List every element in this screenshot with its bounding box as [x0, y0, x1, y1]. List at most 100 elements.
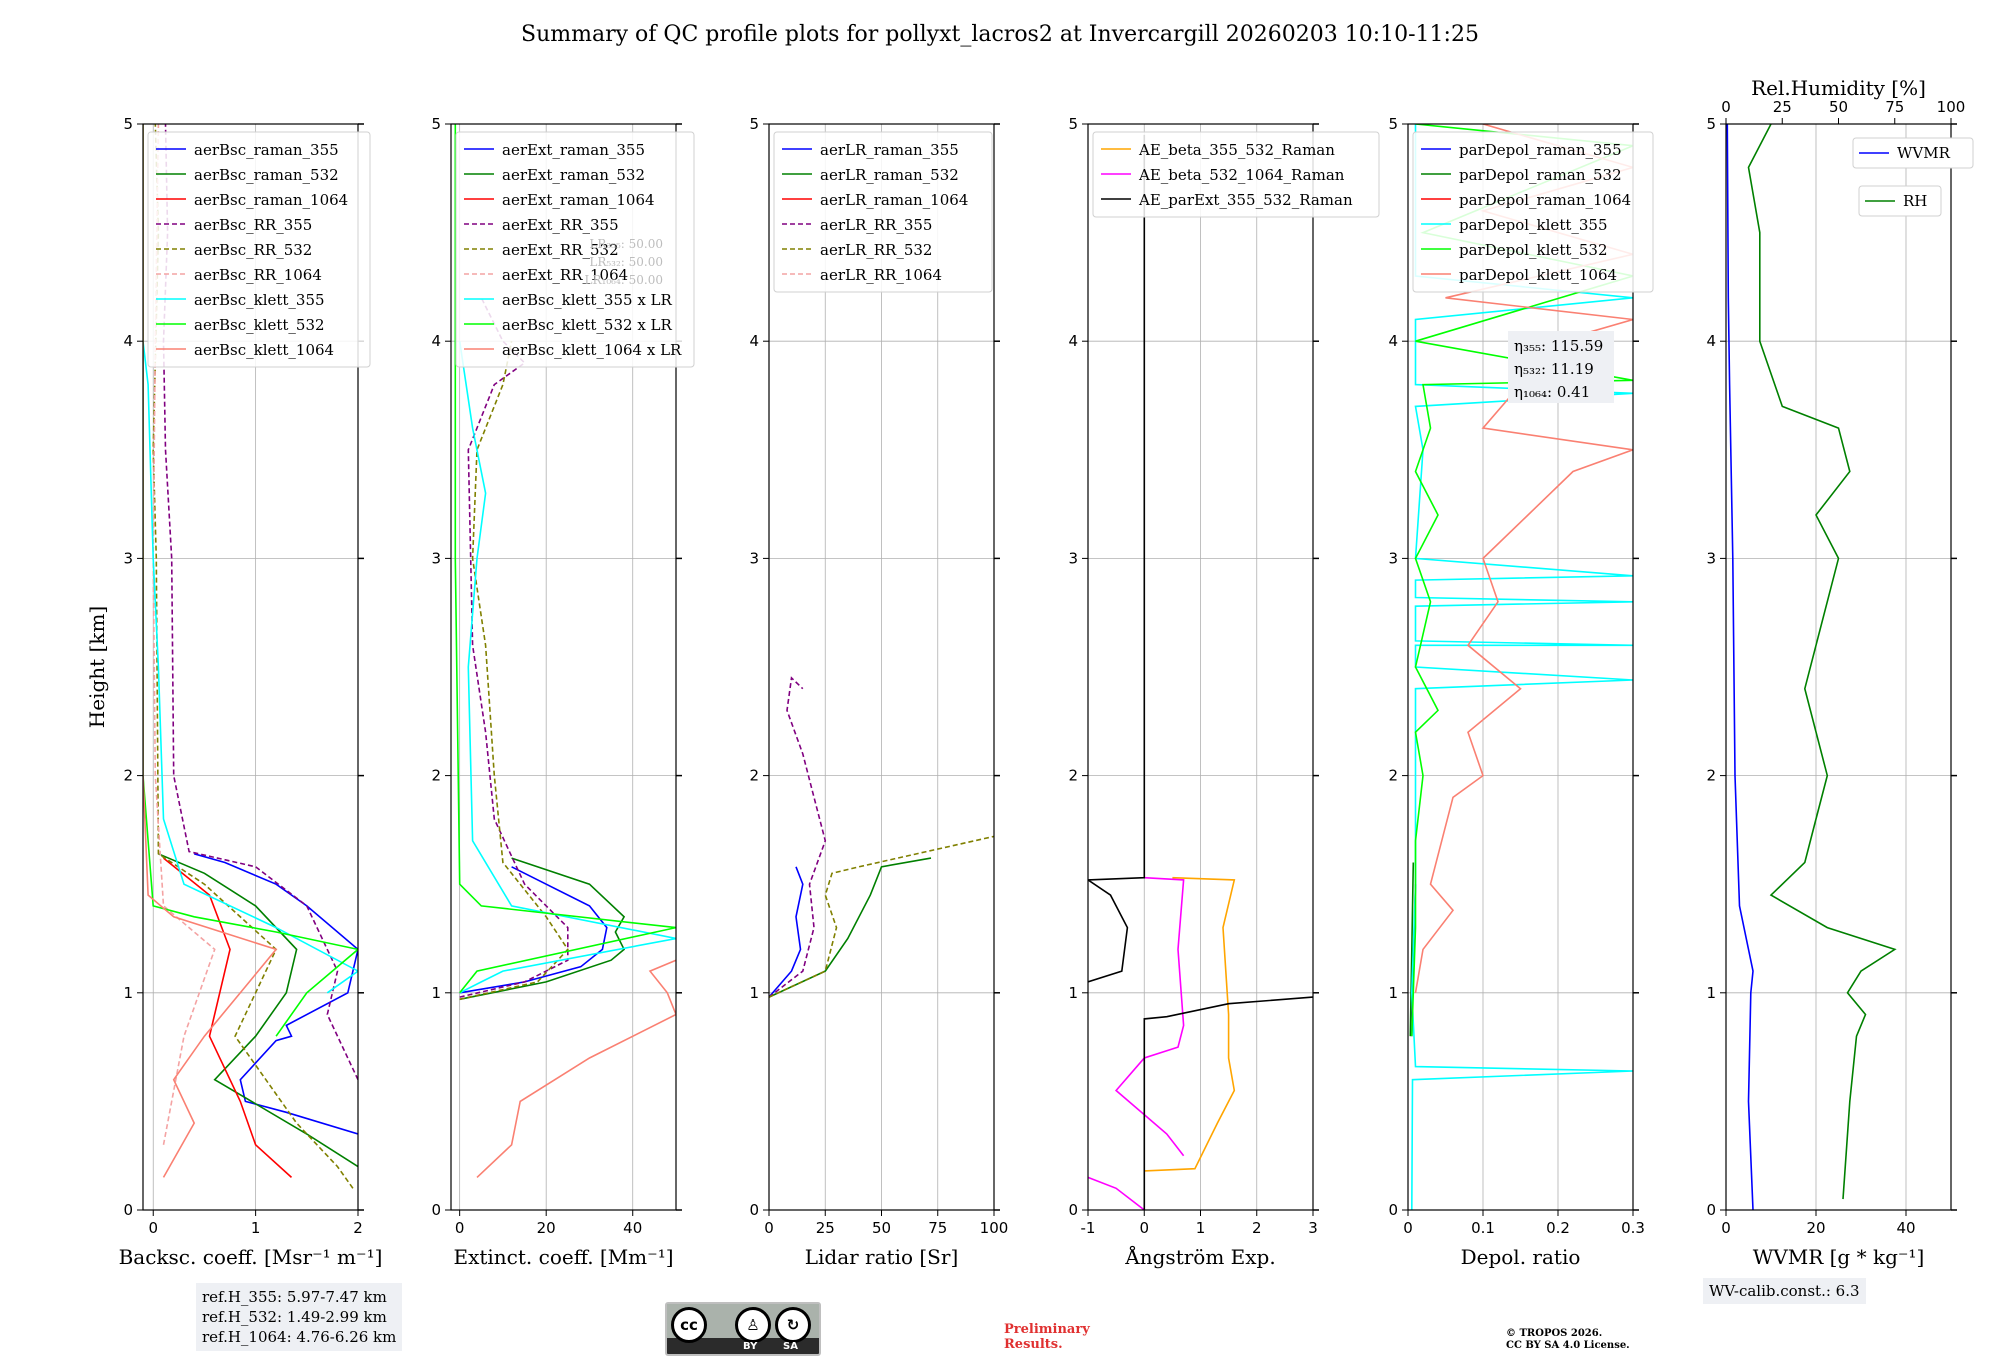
- cc-license-logo: cc ♙ ↻ BY SA: [665, 1302, 821, 1356]
- legend-label: aerLR_RR_532: [820, 241, 932, 259]
- legend-label: aerExt_raman_532: [502, 166, 645, 184]
- legend: parDepol_raman_355 parDepol_raman_532 parD…: [1412, 131, 1654, 293]
- legend-label: aerExt_raman_1064: [502, 191, 655, 209]
- lr-note: LR₁₀₆₄: 50.00: [585, 273, 663, 287]
- x-tick-label: 0: [1721, 1219, 1731, 1237]
- x-axis-label: Depol. ratio: [1461, 1245, 1581, 1269]
- series-line-RH: [1747, 124, 1897, 1200]
- series-line-aerLR_raman_532: [769, 857, 932, 998]
- axes-frame: [450, 123, 677, 1211]
- panel-ext: 0 20 40 0 1 2 3 4 5 Extinct. coeff. [Mm⁻¹] aerExt_…: [431, 115, 695, 1269]
- eta-value: η₁₀₆₄: 0.41: [1514, 383, 1590, 401]
- ref-height-355: ref.H_355: 5.97-7.47 km: [202, 1288, 387, 1306]
- wv-calibration-box: WV-calib.const.: 6.3: [1703, 1278, 1866, 1304]
- legend-label: parDepol_klett_1064: [1459, 266, 1617, 284]
- x-tick-label: 0.2: [1546, 1219, 1570, 1237]
- y-tick-label: 4: [431, 332, 441, 350]
- x2-tick-label: 0: [1721, 98, 1731, 116]
- eta-box: η₃₅₅: 115.59 η₅₃₂: 11.19 η₁₀₆₄: 0.41: [1508, 331, 1614, 403]
- series-line-AE_parExt_355_532_Raman: [1088, 134, 1146, 983]
- y-tick-label: 4: [123, 332, 133, 350]
- y-tick-label: 0: [749, 1201, 759, 1219]
- y-tick-label: 4: [1388, 332, 1398, 350]
- y-tick-label: 0: [123, 1201, 133, 1219]
- x-tick-label: 0: [764, 1219, 774, 1237]
- by-person-icon: ♙: [735, 1307, 771, 1343]
- legend-label: AE_beta_532_1064_Raman: [1138, 166, 1345, 184]
- x-tick-label: 50: [872, 1219, 891, 1237]
- y-tick-label: 5: [1388, 115, 1398, 133]
- legend: aerLR_raman_355 aerLR_raman_532 aerLR_rama…: [773, 131, 993, 293]
- x2-axis-label: Rel.Humidity [%]: [1751, 76, 1926, 100]
- series-line-AE_beta_532_1064_Raman: [1088, 1176, 1145, 1210]
- legend-label: aerExt_RR_1064: [502, 266, 628, 284]
- series-line-aerBsc_klett_1064 x LR: [476, 959, 676, 1178]
- legend-label: aerBsc_klett_355: [194, 291, 325, 309]
- lr-note: LR₅₃₂: 50.00: [589, 255, 663, 269]
- series-line-aerExt_RR_355: [459, 297, 569, 998]
- y-tick-label: 5: [1706, 115, 1716, 133]
- x-axis-label: Lidar ratio [Sr]: [805, 1245, 959, 1269]
- series-line-AE_beta_355_532_Raman: [1144, 876, 1236, 1172]
- y-tick-label: 4: [749, 332, 759, 350]
- x-tick-label: 75: [928, 1219, 947, 1237]
- legend-RH: RH: [1858, 185, 1942, 217]
- x-axis-label: WVMR [g * kg⁻¹]: [1753, 1245, 1925, 1269]
- series-line-aerExt_raman_532: [459, 857, 626, 1001]
- axes-frame: [142, 123, 359, 1211]
- legend-frame: [1852, 137, 1974, 169]
- legend-label: aerExt_RR_532: [502, 241, 619, 259]
- x-tick-label: 0.3: [1621, 1219, 1645, 1237]
- y-tick-label: 3: [123, 549, 133, 567]
- x-tick-label: 3: [1308, 1219, 1318, 1237]
- series-line-WVMR: [1726, 124, 1754, 1210]
- legend-label: parDepol_raman_355: [1459, 141, 1622, 159]
- y-tick-label: 1: [123, 984, 133, 1002]
- panel-lr: 0 25 50 75 100 0 1 2 3 4 5 Lidar ratio [Sr] aerLR_ra…: [749, 115, 1008, 1269]
- y-tick-label: 1: [1706, 984, 1716, 1002]
- legend: aerBsc_raman_355 aerBsc_raman_532 aerBsc_r…: [147, 131, 371, 368]
- ref-height-532: ref.H_532: 1.49-2.99 km: [202, 1308, 387, 1326]
- y-tick-label: 1: [1068, 984, 1078, 1002]
- y-tick-label: 0: [1388, 1201, 1398, 1219]
- x-tick-label: 20: [537, 1219, 556, 1237]
- series-line-aerBsc_klett_1064: [143, 124, 278, 1178]
- series-line-aerBsc_klett_532 x LR: [454, 124, 676, 994]
- y-tick-label: 2: [123, 767, 133, 785]
- legend-label: AE_parExt_355_532_Raman: [1138, 191, 1353, 209]
- series-line-aerBsc_raman_1064: [162, 857, 293, 1178]
- legend-label: aerBsc_raman_1064: [194, 191, 348, 209]
- legend-label: aerBsc_klett_1064: [194, 341, 334, 359]
- eta-value: η₅₃₂: 11.19: [1514, 360, 1594, 378]
- eta-value: η₃₅₅: 115.59: [1514, 337, 1603, 355]
- x-tick-label: 25: [816, 1219, 835, 1237]
- legend-label: aerExt_raman_355: [502, 141, 645, 159]
- y-tick-label: 2: [431, 767, 441, 785]
- legend-label: aerBsc_RR_532: [194, 241, 312, 259]
- x-tick-label: 0: [1139, 1219, 1149, 1237]
- y-tick-label: 0: [1068, 1201, 1078, 1219]
- lr-note: LR₃₅₅: 50.00: [589, 237, 663, 251]
- y-tick-label: 0: [431, 1201, 441, 1219]
- y-tick-label: 3: [431, 549, 441, 567]
- legend-label: aerLR_RR_1064: [820, 266, 942, 284]
- legend-label: aerLR_RR_355: [820, 216, 932, 234]
- y-tick-label: 2: [749, 767, 759, 785]
- x2-tick-label: 50: [1829, 98, 1848, 116]
- legend-label: parDepol_raman_532: [1459, 166, 1622, 184]
- series-line-parDepol_klett_355: [1410, 124, 1633, 1210]
- x-axis-label: Backsc. coeff. [Msr⁻¹ m⁻¹]: [119, 1245, 383, 1269]
- panel-depol: 0 0.1 0.2 0.3 0 1 2 3 4 5 Depol. ratio parDepol_ram…: [1388, 115, 1654, 1269]
- y-tick-label: 3: [1068, 549, 1078, 567]
- x2-tick-label: 25: [1773, 98, 1792, 116]
- legend-label: aerBsc_raman_532: [194, 166, 339, 184]
- legend-frame: [1858, 185, 1942, 217]
- preliminary-note: Preliminary Results.: [1004, 1322, 1090, 1352]
- legend-label: aerBsc_raman_355: [194, 141, 339, 159]
- series-line-aerBsc_klett_355 x LR: [458, 341, 676, 994]
- legend-frame: [1092, 131, 1380, 218]
- x-tick-label: 1: [1196, 1219, 1206, 1237]
- legend-label: aerBsc_klett_532 x LR: [502, 316, 673, 334]
- legend-label: aerBsc_klett_532: [194, 316, 325, 334]
